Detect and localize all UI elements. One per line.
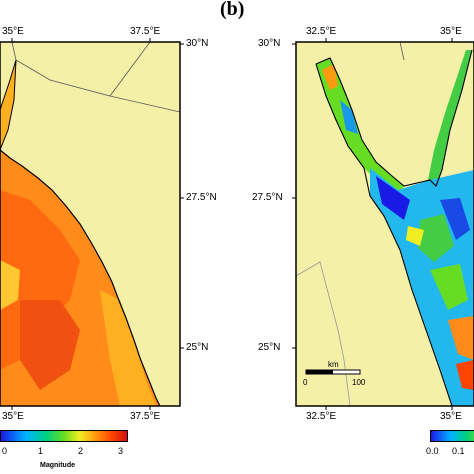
- scale-bar-tick-0: 0: [303, 378, 308, 387]
- right-map: [296, 42, 474, 406]
- left-right-tick-27-5n: 27.5°N: [186, 192, 217, 203]
- left-colorbar-tick-1: 1: [38, 446, 44, 456]
- right-sea-suez: [316, 58, 404, 196]
- right-bottom-tick-35e: 35°E: [440, 411, 462, 422]
- left-map: [0, 42, 180, 406]
- left-top-tick-35e: 35°E: [2, 26, 24, 37]
- left-right-tick-25n: 25°N: [186, 342, 209, 353]
- right-sea-aqaba: [428, 50, 472, 186]
- left-colorbar-title: Magnitude: [40, 462, 75, 469]
- left-top-tick-37-5e: 37.5°E: [130, 26, 161, 37]
- scale-bar-tick-100: 100: [352, 378, 366, 387]
- left-bottom-tick-37-5e: 37.5°E: [130, 411, 161, 422]
- left-colorbar: [0, 430, 128, 442]
- right-left-tick-27-5n: 27.5°N: [252, 192, 283, 203]
- left-map-frame: [0, 41, 181, 407]
- right-colorbar-tick-0-0: 0.0: [426, 446, 439, 456]
- scale-bar-unit: km: [328, 360, 339, 369]
- right-colorbar: [430, 430, 474, 442]
- left-colorbar-tick-0: 0: [2, 446, 8, 456]
- right-map-frame: [295, 41, 474, 407]
- left-bottom-tick-35e: 35°E: [2, 411, 24, 422]
- right-left-tick-25n: 25°N: [258, 342, 281, 353]
- right-top-tick-32-5e: 32.5°E: [306, 26, 337, 37]
- right-left-tick-30n: 30°N: [258, 38, 281, 49]
- right-colorbar-tick-0-1: 0.1: [452, 446, 465, 456]
- right-bottom-tick-32-5e: 32.5°E: [306, 411, 337, 422]
- left-right-tick-30n: 30°N: [186, 38, 209, 49]
- left-colorbar-tick-2: 2: [78, 446, 84, 456]
- left-colorbar-tick-3: 3: [118, 446, 124, 456]
- panel-label: (b): [220, 0, 245, 20]
- scale-bar: [305, 369, 361, 375]
- right-top-tick-35e: 35°E: [440, 26, 462, 37]
